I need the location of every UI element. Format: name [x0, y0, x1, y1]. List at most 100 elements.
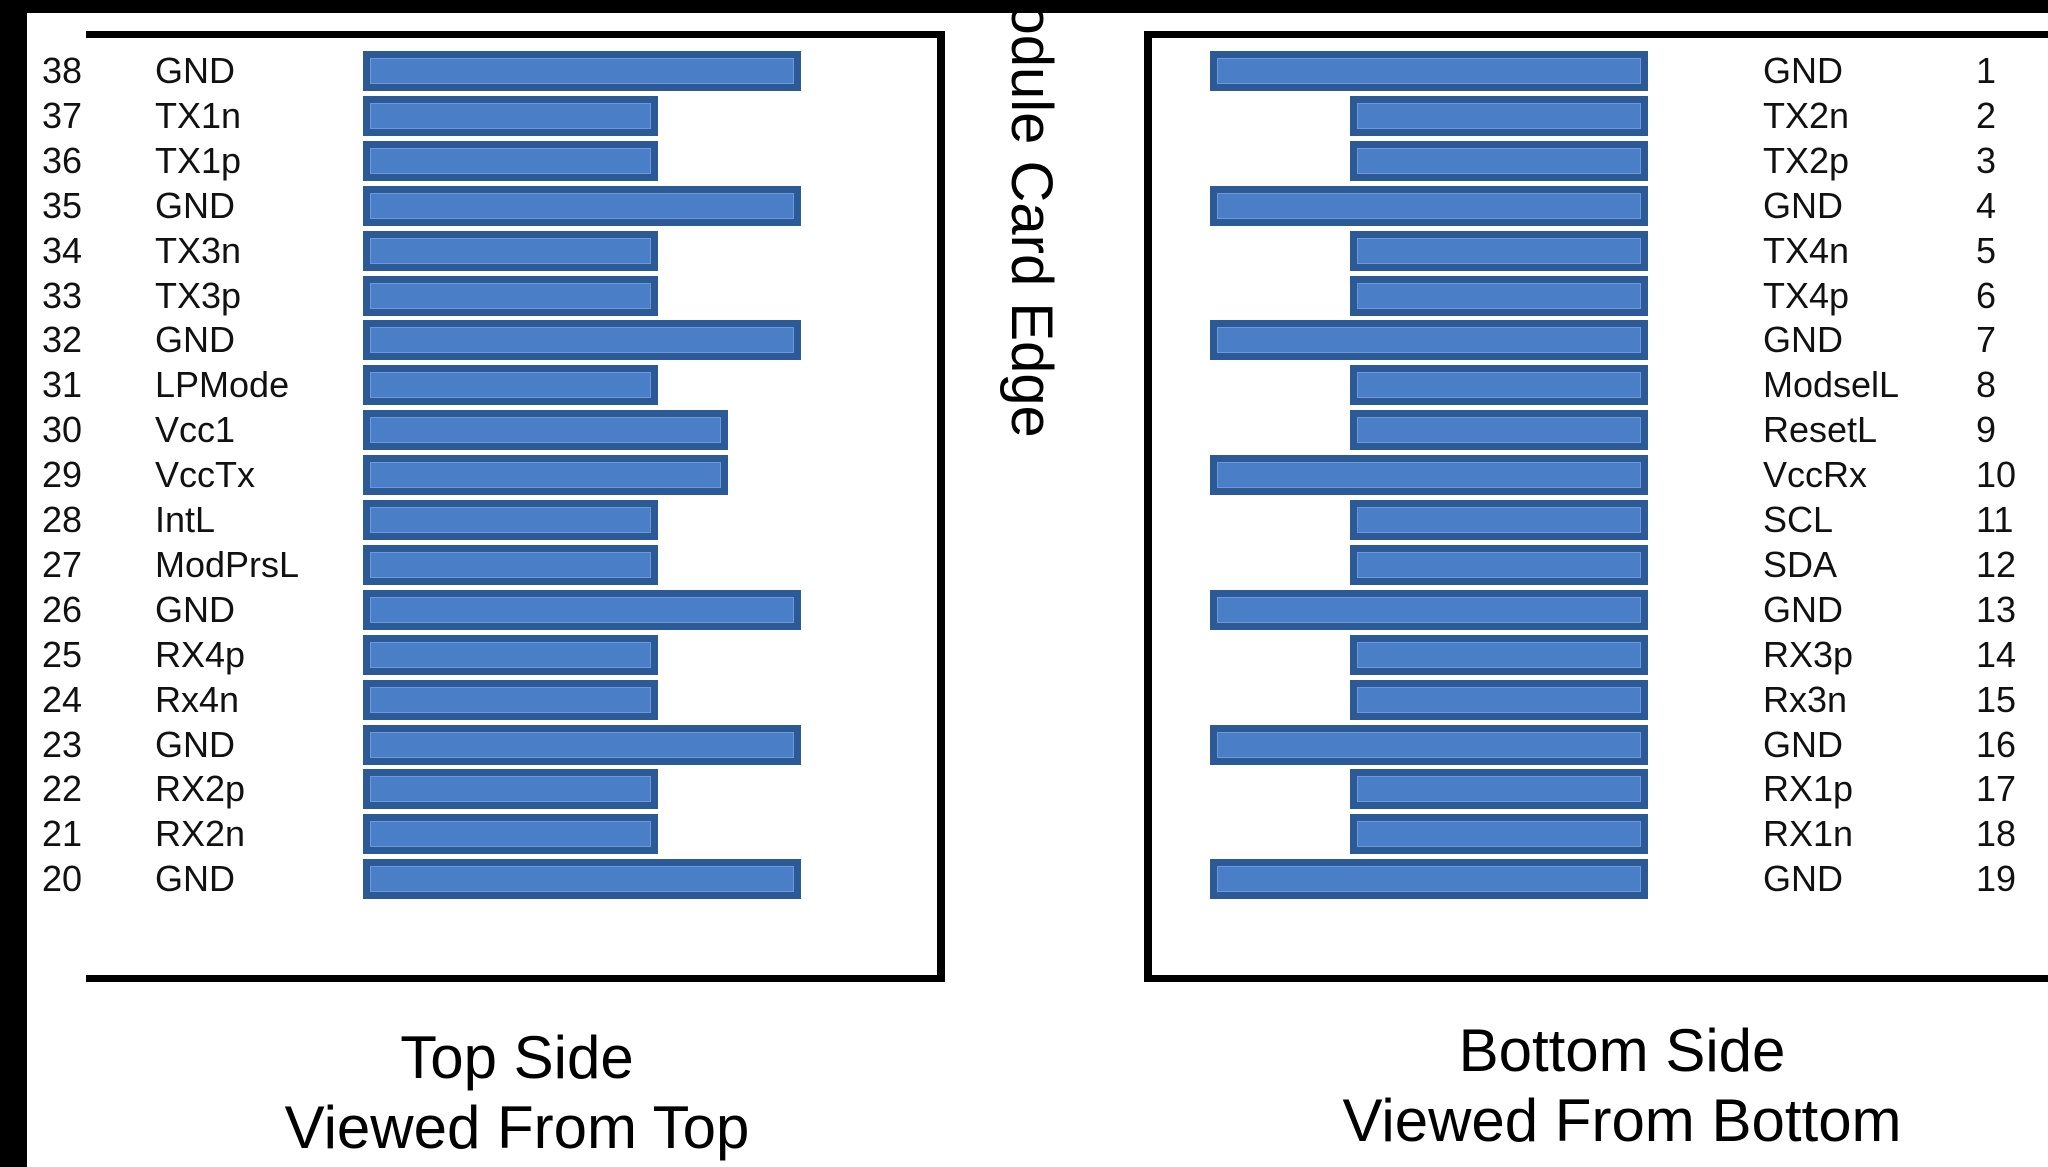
pin-name: GND [1763, 723, 1843, 765]
pin-name: ModselL [1763, 364, 1900, 406]
contact-pad [363, 679, 658, 720]
pin-name: RX1p [1763, 768, 1854, 810]
contact-pad [1350, 769, 1648, 810]
bottom-side-frame-left [1144, 31, 1152, 982]
bottom-side-caption: Bottom Side Viewed From Bottom [1247, 1016, 1997, 1156]
pin-number: 34 [42, 229, 83, 271]
pin-name: TX2p [1763, 139, 1850, 181]
pin-number: 36 [42, 139, 83, 181]
contact-pad [363, 814, 658, 855]
pin-name: Vcc1 [155, 409, 236, 451]
pin-number: 18 [1976, 813, 2017, 855]
pin-number: 27 [42, 543, 83, 585]
pin-name: SDA [1763, 543, 1838, 585]
module-card-edge-label: Module Card Edge [999, 13, 1064, 438]
pin-number: 21 [42, 813, 83, 855]
contact-pad [363, 634, 658, 675]
contact-pad [1350, 365, 1648, 406]
contact-pad [1350, 275, 1648, 316]
contact-pad [1210, 320, 1648, 361]
pin-name: GND [1763, 50, 1843, 91]
contact-pad [363, 589, 801, 630]
pin-name: GND [1763, 319, 1843, 361]
pin-number: 17 [1976, 768, 2017, 810]
contact-pad [363, 500, 658, 540]
contact-pad [1350, 544, 1648, 585]
contact-pad [1350, 814, 1648, 855]
contact-pad [363, 724, 801, 765]
pin-name: GND [1763, 184, 1843, 226]
contact-pad [1210, 589, 1648, 630]
top-side-frame-top [86, 31, 944, 38]
pin-name: GND [1763, 588, 1843, 630]
pin-name: RX2p [155, 768, 246, 810]
top-side-caption: Top Side Viewed From Top [167, 1023, 867, 1163]
pin-name: TX4p [1763, 274, 1850, 316]
contact-pad [1350, 500, 1648, 540]
pin-name: GND [155, 50, 235, 91]
contact-pad [1210, 455, 1648, 496]
pin-name: ModPrsL [155, 543, 300, 585]
contact-pad [1350, 634, 1648, 675]
contact-pad [1350, 140, 1648, 181]
pin-number: 28 [42, 499, 83, 540]
top-side-caption-line2: Viewed From Top [284, 1094, 750, 1161]
pin-name: TX2n [1763, 94, 1850, 136]
pin-number: 5 [1976, 229, 1997, 271]
pin-name: RX2n [155, 813, 246, 855]
pin-name: GND [155, 184, 235, 226]
pin-number: 31 [42, 364, 83, 406]
contact-pad [363, 320, 801, 361]
pin-number: 4 [1976, 184, 1997, 226]
contact-pad [1350, 679, 1648, 720]
pin-number: 33 [42, 274, 83, 316]
pin-name: SCL [1763, 499, 1834, 540]
pin-name: GND [155, 319, 235, 361]
contact-pad [1210, 185, 1648, 226]
pin-number: 19 [1976, 858, 2017, 900]
pin-number: 3 [1976, 139, 1997, 181]
pin-name: ResetL [1763, 409, 1878, 451]
pin-number: 24 [42, 678, 83, 720]
pin-number: 6 [1976, 274, 1997, 316]
pin-name: TX1n [155, 94, 242, 136]
pin-number: 9 [1976, 409, 1997, 451]
pinout-diagram: GND 38 TX1n 37 TX1p 36 GND 35 TX3n 34 TX3p 33 GND 32 L… [27, 13, 2048, 1167]
pin-number: 1 [1976, 50, 1997, 91]
top-side-frame-right [937, 31, 945, 982]
contact-pad [1210, 51, 1648, 91]
pin-name: VccTx [155, 454, 256, 496]
top-side-caption-line1: Top Side [400, 1024, 634, 1091]
pin-name: GND [1763, 858, 1843, 900]
pin-number: 30 [42, 409, 83, 451]
pin-number: 16 [1976, 723, 2017, 765]
contact-pad [363, 859, 801, 900]
contact-pad [363, 455, 728, 496]
pin-name: VccRx [1763, 454, 1868, 496]
contact-pad [363, 230, 658, 271]
pin-name: GND [155, 858, 235, 900]
contact-pad [363, 140, 658, 181]
pin-number: 7 [1976, 319, 1997, 361]
pin-number: 22 [42, 768, 83, 810]
pin-name: LPMode [155, 364, 290, 406]
pin-number: 12 [1976, 543, 2017, 585]
pin-number: 32 [42, 319, 83, 361]
pin-name: IntL [155, 499, 216, 540]
pin-name: RX1n [1763, 813, 1854, 855]
contact-pad [363, 544, 658, 585]
bottom-side-frame-bottom [1144, 975, 2048, 982]
pin-number: 11 [1976, 499, 2014, 540]
pin-name: Rx4n [155, 678, 240, 720]
contact-pad [1350, 95, 1648, 136]
pin-number: 8 [1976, 364, 1997, 406]
pin-number: 20 [42, 858, 83, 900]
contact-pad [363, 769, 658, 810]
pin-number: 13 [1976, 588, 2017, 630]
contact-pad [363, 185, 801, 226]
contact-pad [1210, 859, 1648, 900]
pin-number: 23 [42, 723, 83, 765]
pin-name: RX4p [155, 633, 246, 675]
pin-name: GND [155, 723, 235, 765]
pin-number: 14 [1976, 633, 2017, 675]
